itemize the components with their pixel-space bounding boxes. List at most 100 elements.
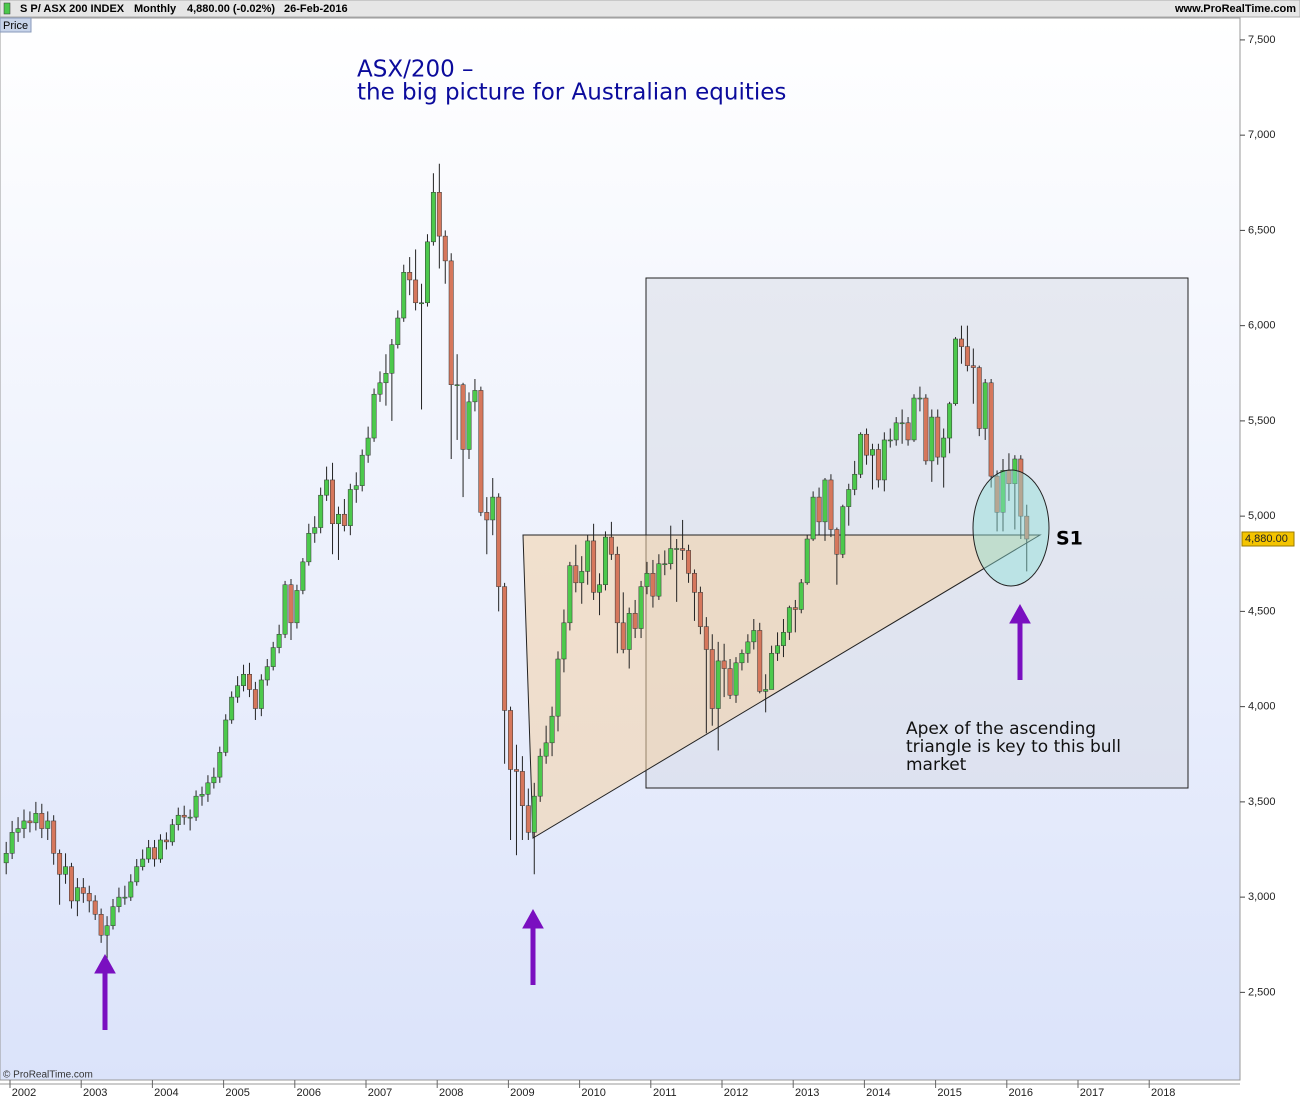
title-line: the big picture for Australian equities <box>357 80 786 106</box>
candle-body <box>852 473 858 490</box>
s1-label: S1 <box>1056 528 1083 550</box>
candle-body <box>816 496 822 523</box>
candle-body <box>828 479 834 530</box>
candle-body <box>264 666 270 681</box>
candle-body <box>45 820 51 829</box>
candle-body <box>336 513 341 525</box>
x-tick-label: 2012 <box>724 1087 748 1099</box>
candle-body <box>318 494 324 528</box>
x-tick-label: 2018 <box>1151 1087 1175 1099</box>
candle-body <box>864 433 869 456</box>
candle-body <box>15 828 21 833</box>
focus-circle <box>972 469 1050 587</box>
x-tick-label: 2015 <box>937 1087 961 1099</box>
candle-body <box>579 571 585 584</box>
candle-body <box>786 607 792 633</box>
candle-body <box>223 719 229 753</box>
candle-body <box>763 689 769 692</box>
candle-body <box>353 485 359 490</box>
candle-body <box>757 630 763 692</box>
candle-body <box>472 390 478 403</box>
quote: 4,880.00 (-0.02%) <box>187 3 275 15</box>
candle-body <box>591 540 597 593</box>
candle-body <box>567 565 573 624</box>
candle-body <box>804 538 810 584</box>
candle-body <box>792 607 798 610</box>
x-tick-label: 2014 <box>866 1087 890 1099</box>
candle-body <box>341 513 347 526</box>
candle-body <box>543 742 549 757</box>
candle-body <box>822 479 828 523</box>
candle-body <box>775 645 780 654</box>
candle-body <box>893 422 899 441</box>
candle-body <box>674 548 680 550</box>
candle-body <box>525 805 531 833</box>
candle-body <box>122 896 128 899</box>
candle-body <box>258 679 264 709</box>
candle-body <box>9 832 15 854</box>
candle-body <box>490 496 496 521</box>
x-tick-label: 2010 <box>581 1087 605 1099</box>
candle-body <box>69 866 74 902</box>
candle-body <box>187 816 193 819</box>
candle-body <box>466 401 472 450</box>
candle-body <box>620 622 626 650</box>
candle-body <box>152 847 157 860</box>
candle-body <box>407 272 413 281</box>
candle-body <box>401 272 407 319</box>
candle-body <box>229 696 235 721</box>
candle-body <box>846 489 852 507</box>
candle-body <box>419 302 424 305</box>
candle-body <box>608 536 614 555</box>
x-tick-label: 2016 <box>1009 1087 1033 1099</box>
candle-body <box>626 613 632 650</box>
candle-body <box>692 573 697 593</box>
candle-body <box>519 771 525 806</box>
candle-body <box>74 887 80 902</box>
candle-body <box>365 437 371 456</box>
candle-body <box>33 813 39 824</box>
candle-body <box>881 439 887 481</box>
candle-body <box>715 660 721 709</box>
date: 26-Feb-2016 <box>284 3 348 15</box>
instrument: S P/ ASX 200 INDEX <box>20 3 125 15</box>
candle-body <box>502 586 508 711</box>
candle-body <box>1024 515 1030 540</box>
y-tick-label: 7,000 <box>1248 129 1276 141</box>
candle-body <box>935 416 941 458</box>
y-tick-label: 6,000 <box>1248 320 1276 332</box>
x-tick-label: 2013 <box>795 1087 819 1099</box>
candle-body <box>389 344 395 374</box>
candle-body <box>561 622 567 660</box>
candle-body <box>454 384 460 386</box>
candle-body <box>134 866 140 883</box>
candle-body <box>905 422 911 441</box>
candle-body <box>680 548 686 551</box>
candle-body <box>80 887 86 894</box>
candle-body <box>941 437 947 458</box>
candle-body <box>359 454 365 486</box>
candle-body <box>478 390 484 513</box>
candle-body <box>276 633 282 648</box>
candle-body <box>92 900 98 915</box>
arrows <box>94 603 1031 1030</box>
candle-body <box>947 403 953 439</box>
candle-body <box>235 685 241 698</box>
note-line: triangle is key to this bull <box>906 737 1121 757</box>
candle-body <box>597 584 602 593</box>
candle-body <box>721 660 727 669</box>
candle-body <box>929 416 935 462</box>
ascending-triangle <box>522 534 1042 839</box>
candle-body <box>324 479 330 496</box>
candle-body <box>110 906 116 926</box>
candle-body <box>662 563 668 566</box>
candle-body <box>442 235 448 262</box>
candle-body <box>644 573 650 587</box>
candle-body <box>39 813 45 829</box>
candle-body <box>312 527 318 534</box>
x-tick-label: 2009 <box>510 1087 534 1099</box>
candle-body <box>282 584 288 635</box>
candle-body <box>169 824 175 843</box>
candle-body <box>57 853 63 875</box>
